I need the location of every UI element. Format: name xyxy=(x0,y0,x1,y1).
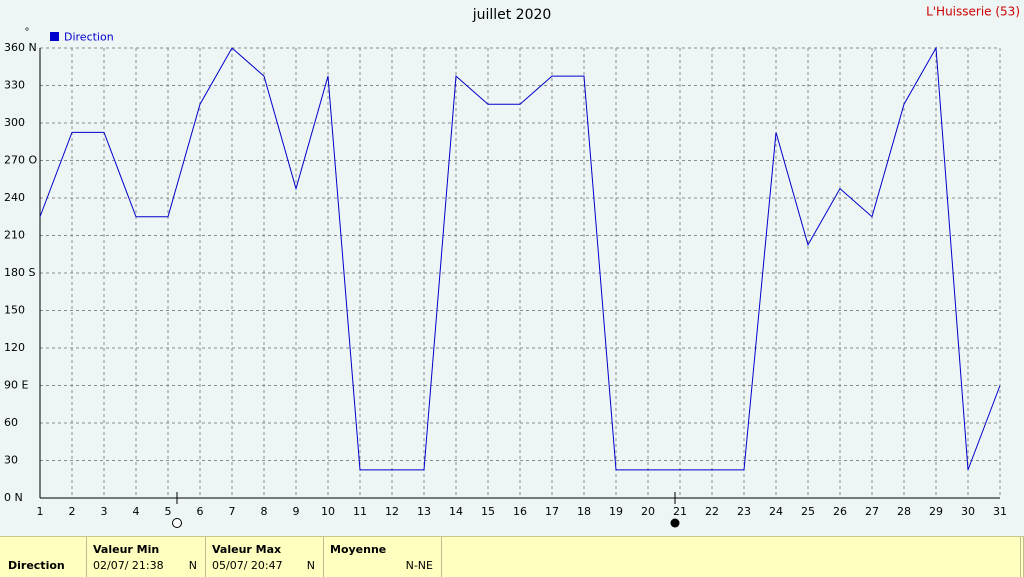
y-tick-label: 360 N xyxy=(4,41,37,54)
cell xyxy=(1020,537,1024,577)
x-tick-label: 26 xyxy=(833,505,847,518)
x-tick-label: 24 xyxy=(769,505,783,518)
y-tick-label: 120 xyxy=(4,341,25,354)
data-line xyxy=(39,46,1001,471)
x-tick-label: 2 xyxy=(69,505,76,518)
full-moon-icon xyxy=(172,518,182,528)
header: Valeur Max xyxy=(212,543,282,556)
row-label: Direction xyxy=(8,559,65,572)
x-tick-label: 12 xyxy=(385,505,399,518)
x-tick-label: 10 xyxy=(321,505,335,518)
legend-swatch xyxy=(50,32,59,41)
cell: Direction xyxy=(0,537,87,577)
x-tick-label: 21 xyxy=(673,505,687,518)
x-tick-label: 1 xyxy=(37,505,44,518)
station: L'Huisserie (53) xyxy=(926,5,1020,19)
y-tick-label: 60 xyxy=(4,416,18,429)
x-tick-label: 4 xyxy=(133,505,140,518)
x-tick-label: 27 xyxy=(865,505,879,518)
x-tick-label: 20 xyxy=(641,505,655,518)
x-tick-label: 25 xyxy=(801,505,815,518)
dir: N xyxy=(306,559,315,572)
y-tick-label: 90 E xyxy=(4,379,28,392)
y-tick-label: 210 xyxy=(4,229,25,242)
dir: N xyxy=(188,559,197,572)
y-tick-label: 150 xyxy=(4,304,25,317)
x-tick-label: 14 xyxy=(449,505,463,518)
time: 05/07/ 20:47 xyxy=(212,559,283,572)
time: 02/07/ 21:38 xyxy=(93,559,164,572)
mean: N-NE xyxy=(405,559,433,572)
y-tick-label: 300 xyxy=(4,116,25,129)
legend-label: Direction xyxy=(64,31,114,44)
x-tick-label: 28 xyxy=(897,505,911,518)
y-tick-label: 240 xyxy=(4,191,25,204)
x-tick-label: 7 xyxy=(229,505,236,518)
x-tick-label: 13 xyxy=(417,505,431,518)
x-tick-label: 15 xyxy=(481,505,495,518)
new-moon-icon xyxy=(670,518,680,528)
x-tick-label: 6 xyxy=(197,505,204,518)
x-tick-label: 19 xyxy=(609,505,623,518)
x-tick-label: 29 xyxy=(929,505,943,518)
header: Moyenne xyxy=(330,543,387,556)
x-tick-label: 11 xyxy=(353,505,367,518)
y-tick-label: 0 N xyxy=(4,491,23,504)
x-tick-label: 5 xyxy=(165,505,172,518)
y-tick-label: 330 xyxy=(4,79,25,92)
y-tick-label: 30 xyxy=(4,454,18,467)
chart: juillet 2020 L'Huisserie (53) ° 0 N 30 60 9… xyxy=(4,5,1020,528)
cell: Valeur Max 05/07/ 20:47 N xyxy=(206,537,324,577)
y-tick-label: 180 S xyxy=(4,266,35,279)
header: Valeur Min xyxy=(93,543,160,556)
x-tick-label: 17 xyxy=(545,505,559,518)
x-tick-label: 23 xyxy=(737,505,751,518)
x-tick-label: 18 xyxy=(577,505,591,518)
chart-title: juillet 2020 xyxy=(472,7,552,23)
y-unit: ° xyxy=(25,27,30,38)
x-tick-label: 30 xyxy=(961,505,975,518)
cell: Moyenne N-NE xyxy=(324,537,442,577)
x-tick-label: 16 xyxy=(513,505,527,518)
x-tick-label: 22 xyxy=(705,505,719,518)
summary-panel: Direction Valeur Min 02/07/ 21:38 N Valeur… xyxy=(0,536,1024,577)
x-tick-label: 31 xyxy=(993,505,1007,518)
x-tick-label: 8 xyxy=(261,505,268,518)
x-tick-label: 3 xyxy=(101,505,108,518)
cell: Valeur Min 02/07/ 21:38 N xyxy=(87,537,206,577)
x-tick-label: 9 xyxy=(293,505,300,518)
y-tick-label: 270 O xyxy=(4,154,37,167)
